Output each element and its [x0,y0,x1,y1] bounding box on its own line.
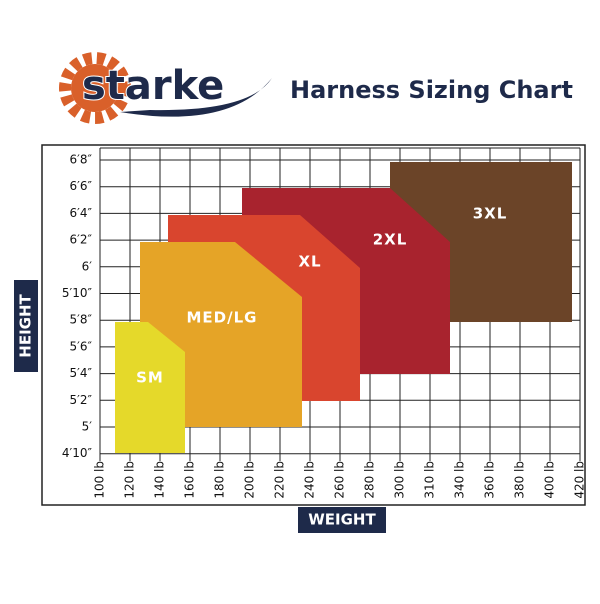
logo: starke [59,52,272,124]
x-label: 260 lb [333,461,347,499]
brand: starke [82,63,224,109]
x-label: 220 lb [273,461,287,499]
x-title-box [298,507,386,533]
y-label: 4′10″ [62,446,93,460]
y-title-box [14,280,38,372]
y-label: 5′10″ [62,286,93,300]
x-label: 120 lb [123,461,137,499]
x-label: 340 lb [453,461,467,499]
x-label: 380 lb [513,461,527,499]
x-label: 180 lb [213,461,227,499]
x-label: 100 lb [93,461,107,499]
y-label: 5′ [82,420,93,434]
x-title: WEIGHT [308,511,376,529]
size-label: MED/LG [187,309,258,327]
title: Harness Sizing Chart [290,76,573,104]
size-label: 3XL [473,205,508,223]
size-label: 2XL [373,231,408,249]
y-label: 6′ [82,259,93,273]
x-label: 140 lb [153,461,167,499]
y-label: 6′8″ [70,153,93,167]
x-label: 280 lb [363,461,377,499]
x-label: 360 lb [483,461,497,499]
x-label: 300 lb [393,461,407,499]
y-label: 5′4″ [70,366,93,380]
frame [41,144,586,506]
x-label: 200 lb [243,461,257,499]
y-label: 5′8″ [70,313,93,327]
y-title: HEIGHT [17,293,35,357]
y-label: 6′6″ [70,179,93,193]
x-label: 400 lb [543,461,557,499]
y-label: 6′4″ [70,206,93,220]
size-regions: SM MED/LG XL 2XL 3XL [115,162,572,453]
size-label: XL [298,253,321,271]
x-label: 160 lb [183,461,197,499]
y-label: 5′6″ [70,339,93,353]
x-label: 310 lb [423,461,437,499]
region-sm [115,322,185,453]
y-label: 5′2″ [70,393,93,407]
x-label: 420 lb [573,461,587,499]
y-label: 6′2″ [70,233,93,247]
size-label: SM [136,369,164,387]
x-label: 240 lb [303,461,317,499]
